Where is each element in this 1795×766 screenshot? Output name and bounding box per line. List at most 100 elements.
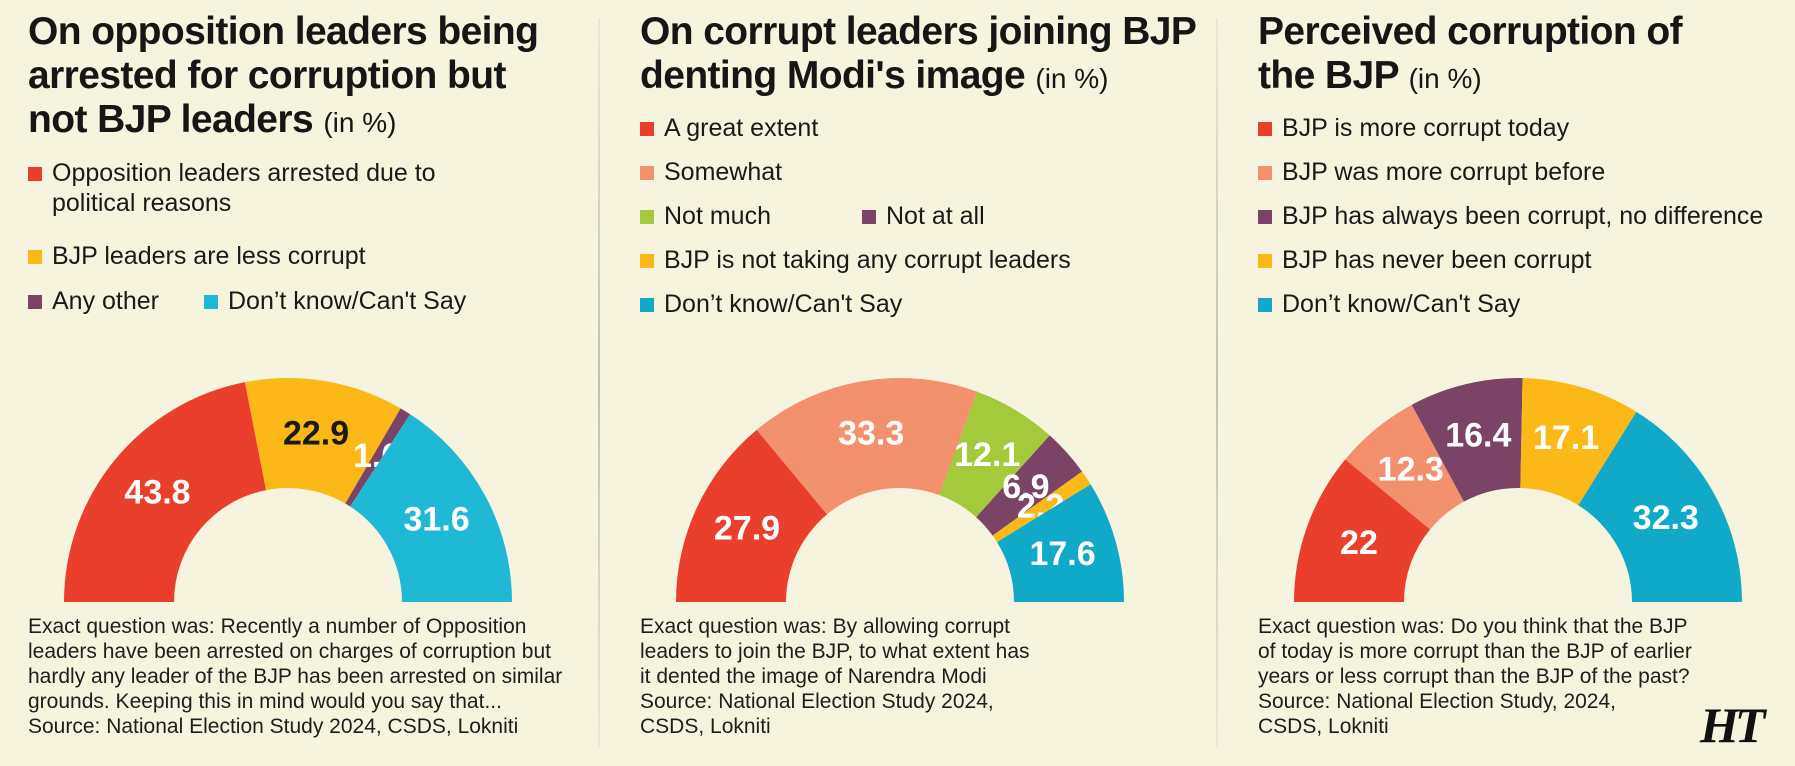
footnote-line: leaders to join the BJP, to what extent … bbox=[640, 640, 1030, 663]
footnote-line: of today is more corrupt than the BJP of… bbox=[1258, 640, 1692, 663]
slice-17-6 bbox=[997, 484, 1124, 602]
footnote-line: Source: National Election Study 2024, bbox=[640, 690, 994, 713]
title-unit: (in %) bbox=[1035, 63, 1109, 94]
chart-footnote: Exact question was: By allowing corrupt … bbox=[640, 614, 1030, 739]
legend-swatch bbox=[640, 298, 654, 312]
slice-43-8 bbox=[64, 382, 267, 602]
slice-value-label: 22 bbox=[1340, 524, 1378, 562]
title-line: On corrupt leaders joining BJP bbox=[640, 10, 1197, 53]
footnote-line: CSDS, Lokniti bbox=[1258, 715, 1389, 738]
slice-value-label: 12.1 bbox=[954, 436, 1020, 474]
footnote-line: Exact question was: Recently a number of… bbox=[28, 615, 527, 638]
panel-divider bbox=[598, 18, 600, 748]
slice-17-1 bbox=[1520, 378, 1637, 506]
slice-value-label: 31.6 bbox=[403, 500, 469, 538]
chart-panel-opposition-arrests: On opposition leaders being arrested for… bbox=[28, 0, 588, 766]
slice-12-1 bbox=[939, 391, 1050, 518]
legend-swatch bbox=[640, 166, 654, 180]
legend-label: Opposition leaders arrested due to polit… bbox=[52, 159, 436, 217]
slice-31-6 bbox=[350, 414, 512, 602]
semi-donut-chart: 27.9 33.3 12.1 6.9 2.2 17.6 bbox=[640, 342, 1160, 604]
legend-label: A great extent bbox=[664, 114, 819, 142]
title-line: Perceived corruption of bbox=[1258, 10, 1683, 53]
legend-label: BJP was more corrupt before bbox=[1282, 158, 1606, 186]
title-unit: (in %) bbox=[1408, 63, 1482, 94]
legend-label: BJP leaders are less corrupt bbox=[52, 242, 366, 270]
legend-label: BJP has never been corrupt bbox=[1282, 246, 1592, 274]
legend-swatch bbox=[28, 295, 42, 309]
legend-swatch bbox=[640, 122, 654, 136]
semi-donut-svg: 27.933.312.16.92.217.6 bbox=[676, 378, 1124, 602]
chart-footnote: Exact question was: Do you think that th… bbox=[1258, 614, 1692, 739]
slice-value-label: 27.9 bbox=[714, 509, 780, 547]
footnote-line: hardly any leader of the BJP has been ar… bbox=[28, 665, 563, 688]
title-line: the BJP bbox=[1258, 54, 1399, 97]
legend-label: Don’t know/Can't Say bbox=[1282, 290, 1521, 318]
legend-swatch bbox=[1258, 298, 1272, 312]
chart-title: On opposition leaders being arrested for… bbox=[28, 10, 539, 145]
footnote-line: Exact question was: By allowing corrupt bbox=[640, 615, 1011, 638]
slice-value-label: 12.3 bbox=[1378, 450, 1444, 488]
legend-swatch bbox=[1258, 122, 1272, 136]
ht-logo: HT bbox=[1700, 697, 1765, 753]
legend-label: Any other bbox=[52, 287, 160, 315]
footnote-line: CSDS, Lokniti bbox=[640, 715, 771, 738]
panel-divider bbox=[1216, 18, 1218, 748]
legend-swatch bbox=[1258, 166, 1272, 180]
legend-label: Somewhat bbox=[664, 158, 783, 186]
slice-2-2 bbox=[992, 471, 1091, 543]
footnote-line: leaders have been arrested on charges of… bbox=[28, 640, 552, 663]
chart-panel-modi-image: On corrupt leaders joining BJP denting M… bbox=[640, 0, 1200, 766]
title-line: arrested for corruption but bbox=[28, 54, 506, 97]
slice-12-3 bbox=[1345, 404, 1464, 530]
semi-donut-svg: 43.822.91.631.6 bbox=[64, 378, 512, 602]
footnote-line: Source: National Election Study 2024, CS… bbox=[28, 715, 519, 738]
chart-footnote: Exact question was: Recently a number of… bbox=[28, 614, 562, 739]
legend-label: BJP is not taking any corrupt leaders bbox=[664, 246, 1071, 274]
footnote-line: Source: National Election Study, 2024, bbox=[1258, 690, 1616, 713]
footnote-line: Exact question was: Do you think that th… bbox=[1258, 615, 1688, 638]
legend-label: Don’t know/Can't Say bbox=[228, 287, 467, 315]
title-line: denting Modi's image bbox=[640, 54, 1026, 97]
semi-donut-chart: 22 12.3 16.4 17.1 32.3 bbox=[1258, 342, 1778, 604]
legend-swatch bbox=[1258, 210, 1272, 224]
legend-swatch bbox=[28, 250, 42, 264]
footnote-line: grounds. Keeping this in mind would you … bbox=[28, 690, 502, 713]
legend-label: BJP is more corrupt today bbox=[1282, 114, 1570, 142]
legend-label: Not at all bbox=[886, 202, 985, 230]
slice-27-9 bbox=[676, 429, 828, 602]
legend-label: BJP has always been corrupt, no differen… bbox=[1282, 202, 1764, 230]
slice-value-label: 17.1 bbox=[1533, 419, 1599, 457]
title-line: not BJP leaders bbox=[28, 98, 314, 141]
legend-swatch bbox=[28, 167, 42, 181]
slice-16-4 bbox=[1411, 378, 1523, 502]
slice-value-label: 16.4 bbox=[1445, 417, 1511, 455]
legend-swatch bbox=[862, 210, 876, 224]
footnote-line: years or less corrupt than the BJP of th… bbox=[1258, 665, 1690, 688]
slice-33-3 bbox=[756, 378, 978, 515]
slice-value-label: 43.8 bbox=[124, 474, 190, 512]
title-line: On opposition leaders being bbox=[28, 10, 539, 53]
chart-title: On corrupt leaders joining BJP denting M… bbox=[640, 10, 1197, 101]
slice-32-3 bbox=[1578, 411, 1742, 602]
legend-swatch bbox=[204, 295, 218, 309]
semi-donut-chart: 43.8 22.9 1.6 31.6 bbox=[28, 342, 548, 604]
slice-value-label: 32.3 bbox=[1633, 499, 1699, 537]
slice-value-label: 22.9 bbox=[283, 414, 349, 452]
slice-22-9 bbox=[244, 378, 401, 504]
legend-label: Don’t know/Can't Say bbox=[664, 290, 903, 318]
chart-panel-perceived-corruption: Perceived corruption of the BJP (in %) B… bbox=[1258, 0, 1788, 766]
legend-swatch bbox=[640, 254, 654, 268]
chart-title: Perceived corruption of the BJP (in %) bbox=[1258, 10, 1683, 101]
title-unit: (in %) bbox=[323, 107, 397, 138]
slice-value-label: 6.9 bbox=[1002, 468, 1049, 506]
legend-label: Not much bbox=[664, 202, 771, 230]
slice-value-label: 33.3 bbox=[838, 414, 904, 452]
slice-1-6 bbox=[345, 408, 411, 507]
slice-6-9 bbox=[976, 435, 1083, 536]
legend-swatch bbox=[1258, 254, 1272, 268]
footnote-line: it dented the image of Narendra Modi bbox=[640, 665, 987, 688]
slice-22 bbox=[1294, 459, 1431, 602]
slice-value-label: 17.6 bbox=[1029, 535, 1095, 573]
